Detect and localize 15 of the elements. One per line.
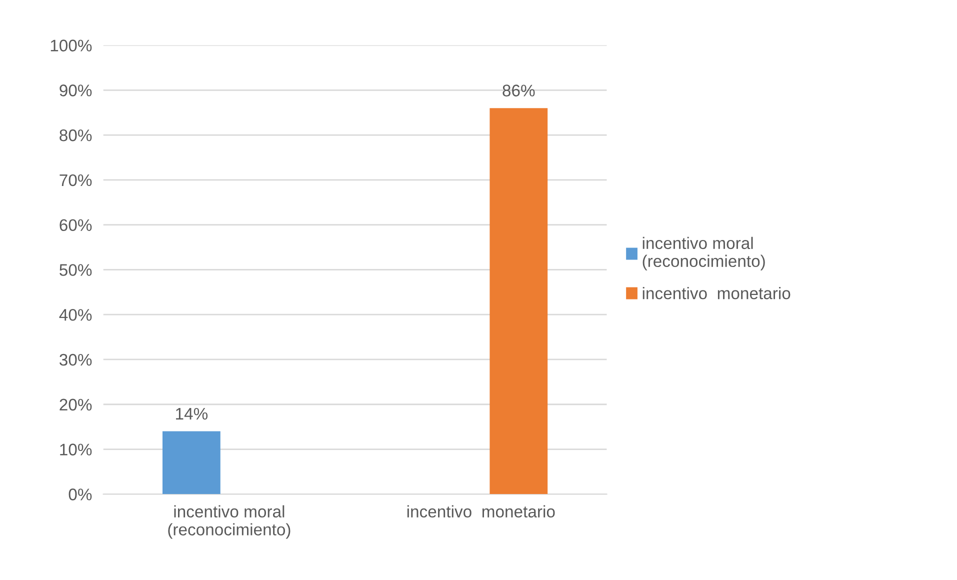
- y-tick-label: 40%: [59, 308, 92, 321]
- y-tick-label: 80%: [60, 129, 92, 142]
- y-tick-label: 30%: [60, 354, 92, 366]
- legend-label: incentivo monetario: [642, 287, 790, 300]
- y-tick-label: 0%: [68, 488, 92, 500]
- y-tick-label: 10%: [60, 444, 92, 456]
- y-tick-label: 70%: [60, 174, 92, 186]
- data-label: 14%: [176, 408, 208, 420]
- legend-label: incentivo moral (reconocimiento): [642, 236, 765, 270]
- y-tick-label: 50%: [60, 264, 92, 276]
- y-tick-label: 20%: [60, 398, 92, 411]
- y-tick-label: 100%: [50, 40, 92, 52]
- y-tick-label: 90%: [60, 84, 92, 96]
- data-label: 86%: [502, 84, 535, 96]
- y-tick-label: 60%: [60, 219, 92, 232]
